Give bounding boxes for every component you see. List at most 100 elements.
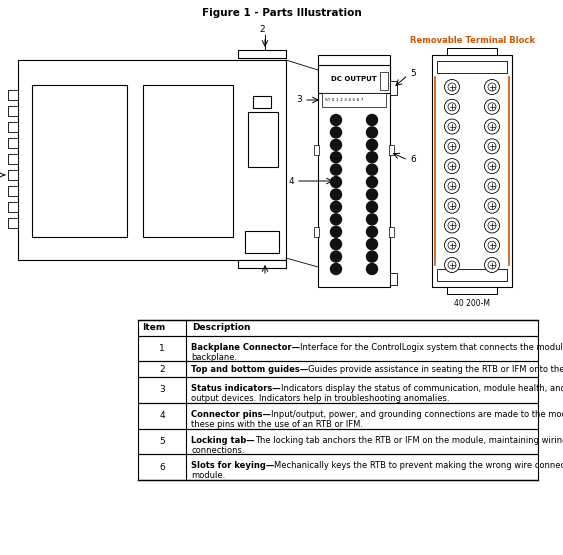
Bar [245, 231, 279, 253]
Circle shape [448, 162, 456, 170]
Bar [8, 90, 18, 100]
Circle shape [330, 214, 342, 225]
Circle shape [448, 221, 456, 229]
Circle shape [448, 241, 456, 249]
Circle shape [330, 189, 342, 200]
Bar [390, 273, 397, 285]
Text: Removable Terminal Block: Removable Terminal Block [409, 36, 534, 45]
Circle shape [488, 162, 496, 170]
Circle shape [445, 79, 459, 94]
Text: connections.: connections. [191, 446, 244, 455]
Text: backplane.: backplane. [191, 353, 237, 362]
Bar [389, 145, 394, 155]
Bar [138, 377, 538, 403]
Circle shape [485, 139, 499, 154]
Text: Guides provide assistance in seating the RTB or IFM onto the module.: Guides provide assistance in seating the… [309, 365, 563, 374]
Circle shape [330, 164, 342, 175]
Text: Locking tab—: Locking tab— [191, 436, 254, 445]
Bar [8, 202, 18, 212]
Circle shape [448, 201, 456, 210]
Text: Mechanically keys the RTB to prevent making the wrong wire connections to your: Mechanically keys the RTB to prevent mak… [274, 461, 563, 470]
Circle shape [367, 176, 378, 188]
Bar [437, 61, 507, 73]
Bar [8, 106, 18, 116]
Bar [253, 96, 271, 108]
Circle shape [367, 127, 378, 138]
Circle shape [485, 79, 499, 94]
Text: The locking tab anchors the RTB or IFM on the module, maintaining wiring: The locking tab anchors the RTB or IFM o… [254, 436, 563, 445]
Circle shape [488, 103, 496, 111]
Circle shape [488, 221, 496, 229]
Bar [322, 93, 386, 107]
Circle shape [488, 261, 496, 269]
Bar [8, 186, 18, 196]
Circle shape [330, 201, 342, 213]
Text: Top and bottom guides—: Top and bottom guides— [191, 365, 309, 374]
Bar [138, 361, 538, 377]
Circle shape [367, 152, 378, 163]
Circle shape [445, 258, 459, 273]
Text: Interface for the ControlLogix system that connects the module to the: Interface for the ControlLogix system th… [300, 343, 563, 352]
Text: Status indicators—: Status indicators— [191, 384, 281, 393]
Text: 6: 6 [159, 462, 165, 472]
Bar [8, 138, 18, 148]
Circle shape [367, 226, 378, 237]
Circle shape [488, 142, 496, 150]
Circle shape [367, 139, 378, 150]
Text: 1: 1 [159, 344, 165, 353]
Circle shape [485, 119, 499, 134]
Circle shape [488, 182, 496, 190]
Bar [138, 336, 538, 361]
Text: 4: 4 [159, 411, 165, 421]
Bar [143, 85, 233, 237]
Circle shape [367, 214, 378, 225]
Text: Backplane Connector—: Backplane Connector— [191, 343, 300, 352]
Circle shape [485, 99, 499, 114]
Circle shape [485, 198, 499, 213]
Circle shape [488, 201, 496, 210]
Circle shape [445, 159, 459, 174]
Bar [318, 55, 390, 287]
Bar [432, 55, 512, 287]
Circle shape [445, 119, 459, 134]
Bar [314, 145, 319, 155]
Circle shape [485, 238, 499, 253]
Text: Description: Description [192, 324, 251, 332]
Circle shape [367, 114, 378, 125]
Bar [380, 72, 388, 90]
Circle shape [367, 264, 378, 275]
Circle shape [330, 152, 342, 163]
Bar [238, 50, 286, 58]
Circle shape [488, 241, 496, 249]
Bar [248, 112, 278, 167]
Circle shape [330, 226, 342, 237]
Bar [447, 48, 497, 55]
Text: Indicators display the status of communication, module health, and input/: Indicators display the status of communi… [281, 384, 563, 393]
Circle shape [485, 258, 499, 273]
Circle shape [445, 218, 459, 233]
Text: 2: 2 [159, 365, 165, 374]
Circle shape [330, 139, 342, 150]
Circle shape [485, 218, 499, 233]
Bar [390, 81, 397, 95]
Bar [8, 218, 18, 228]
Text: 4: 4 [288, 176, 294, 185]
Bar [238, 260, 286, 268]
Circle shape [330, 114, 342, 125]
Text: module.: module. [191, 471, 225, 480]
Circle shape [445, 178, 459, 193]
Circle shape [445, 99, 459, 114]
Bar [318, 65, 390, 93]
Bar [437, 269, 507, 281]
Bar [8, 170, 18, 180]
Circle shape [485, 178, 499, 193]
Text: ST 0 1 2 3 4 5 6 7: ST 0 1 2 3 4 5 6 7 [325, 98, 364, 102]
Circle shape [330, 251, 342, 262]
Circle shape [488, 83, 496, 91]
Bar [138, 403, 538, 429]
Text: Figure 1 - Parts Illustration: Figure 1 - Parts Illustration [202, 8, 362, 18]
Text: Connector pins—: Connector pins— [191, 410, 271, 419]
Circle shape [445, 139, 459, 154]
Circle shape [367, 251, 378, 262]
Bar [389, 227, 394, 237]
